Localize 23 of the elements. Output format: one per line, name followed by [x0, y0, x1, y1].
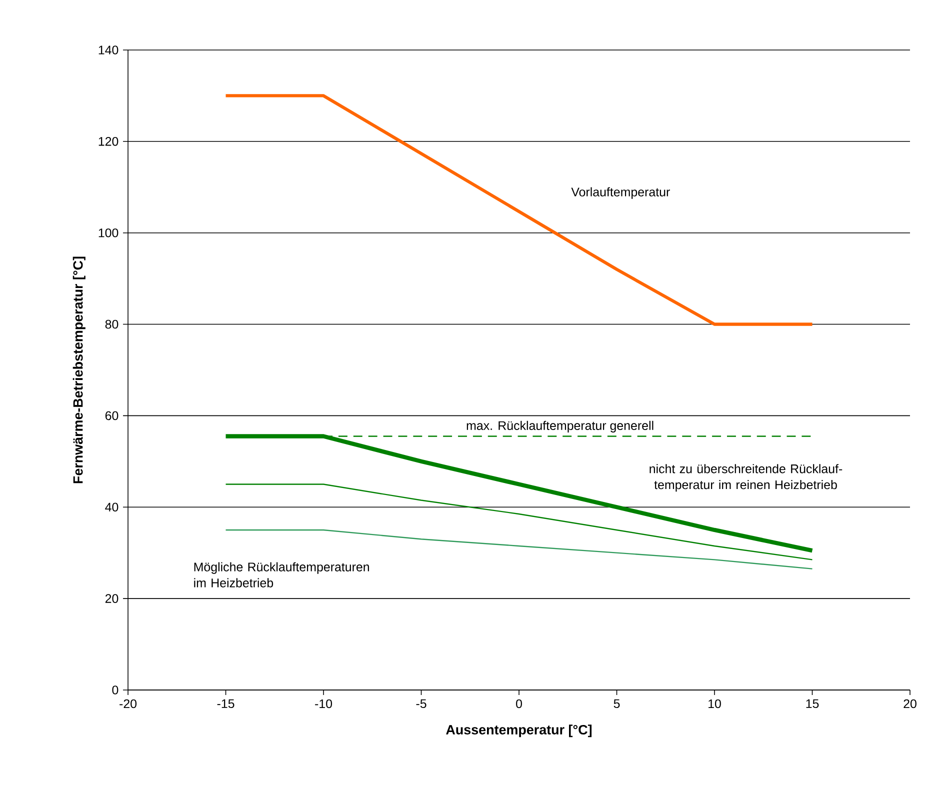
annotation: max. Rücklauftemperatur generell [466, 420, 654, 432]
annotation: Mögliche Rücklauftemperaturen im Heizbetrieb [194, 562, 369, 588]
x-tick-label: 10 [708, 699, 721, 708]
y-tick-label: 80 [105, 320, 118, 329]
annotation: Vorlauftemperatur [571, 187, 670, 199]
x-tick-label: 0 [516, 699, 522, 708]
y-tick-label: 120 [98, 137, 118, 146]
x-tick-label: -10 [315, 699, 332, 708]
x-tick-label: 20 [904, 699, 916, 708]
x-tick-label: -20 [120, 699, 137, 708]
y-tick-label: 20 [105, 594, 118, 603]
y-tick-label: 60 [105, 411, 118, 420]
y-tick-label: 100 [98, 228, 118, 238]
x-tick-label: -15 [217, 699, 234, 708]
y-tick-label: 140 [98, 46, 118, 54]
x-axis-title: Aussentemperatur [°C] [446, 724, 592, 738]
annotation: nicht zu überschreitende Rücklauf- temperatur im reinen Heizbetrieb [650, 464, 842, 492]
x-tick-label: 15 [806, 699, 819, 708]
y-tick-label: 0 [112, 686, 118, 694]
x-tick-label: 5 [614, 699, 620, 708]
x-tick-label: -5 [416, 699, 426, 708]
y-tick-label: 40 [105, 502, 118, 512]
y-axis-title: Fernwärme-Betriebstemperatur [°C] [72, 256, 86, 484]
